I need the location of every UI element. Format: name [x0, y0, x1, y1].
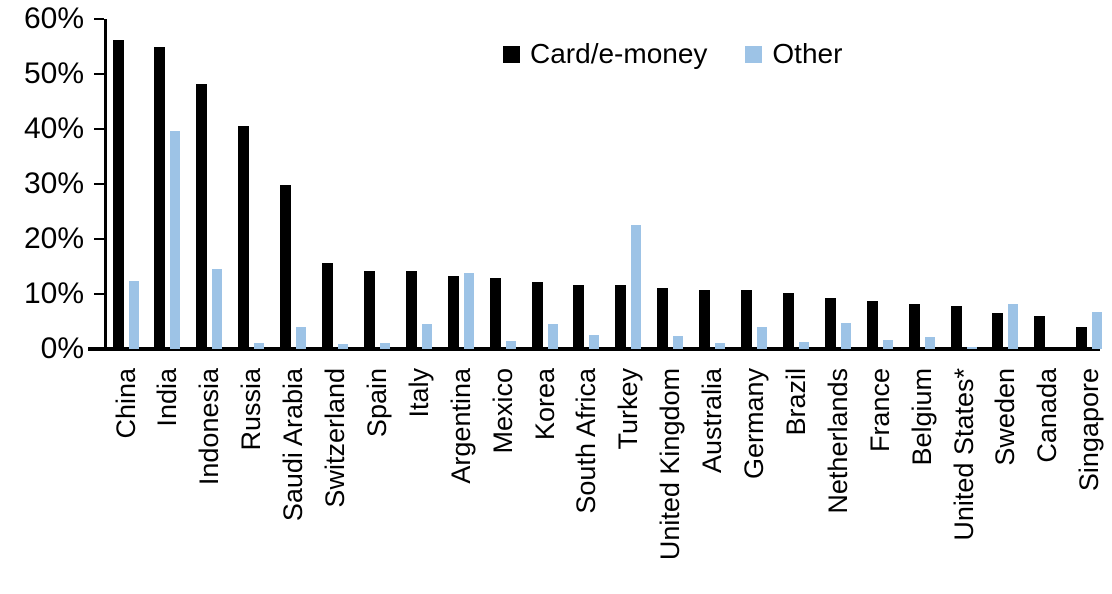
x-category-label-text: South Africa [571, 368, 602, 514]
bar-other-italy [421, 323, 432, 349]
y-tick-label: 60% [23, 2, 84, 35]
bar-other-south-africa [589, 334, 600, 349]
y-tick-mark [94, 237, 104, 241]
other-legend-swatch [745, 45, 763, 63]
bar-other-brazil [798, 342, 809, 349]
x-category-label-text: Belgium [906, 368, 937, 466]
legend-item-other: Other [745, 40, 842, 68]
chart-legend: Card/e-money Other [503, 40, 842, 68]
bar-card-emoney-canada [1034, 316, 1046, 349]
x-category-label-text: China [110, 368, 141, 439]
x-category-label-text: Canada [1032, 368, 1063, 463]
bar-card-emoney-united-kingdom [657, 287, 669, 349]
y-tick-mark [94, 347, 104, 351]
bar-card-emoney-indonesia [196, 83, 208, 349]
x-category-label-text: Turkey [613, 368, 644, 450]
bar-other-netherlands [840, 322, 851, 349]
bar-other-turkey [631, 224, 642, 349]
bar-card-emoney-south-africa [573, 284, 585, 349]
bar-other-china [128, 281, 139, 349]
bar-card-emoney-united-states [950, 305, 962, 349]
bar-card-emoney-korea [531, 281, 543, 349]
bar-card-emoney-india [154, 47, 166, 349]
y-tick-label: 20% [23, 222, 84, 255]
x-category-label-text: Mexico [487, 368, 518, 454]
bar-card-emoney-turkey [615, 285, 627, 349]
bar-card-emoney-france [866, 301, 878, 349]
y-tick-label: 40% [23, 112, 84, 145]
legend-item-card-emoney: Card/e-money [503, 40, 707, 68]
bar-card-emoney-saudi-arabia [280, 184, 292, 349]
x-category-label-text: Spain [361, 368, 392, 438]
x-category-label-text: Sweden [990, 368, 1021, 466]
bar-card-emoney-argentina [447, 275, 459, 349]
bar-card-emoney-russia [238, 125, 250, 349]
bar-other-spain [379, 342, 390, 349]
y-tick-label: 50% [23, 57, 84, 90]
y-axis-line [104, 19, 107, 351]
x-category-label-text: Korea [529, 368, 560, 441]
bar-other-singapore [1092, 311, 1103, 349]
bar-other-belgium [924, 337, 935, 349]
x-category-label-text: Indonesia [194, 368, 225, 486]
x-category-label-text: France [864, 368, 895, 453]
bar-other-argentina [463, 273, 474, 349]
x-category-label-text: Netherlands [822, 368, 853, 514]
bar-card-emoney-china [112, 39, 124, 349]
bar-card-emoney-australia [699, 289, 711, 349]
y-tick-mark [94, 72, 104, 76]
bar-card-emoney-switzerland [322, 263, 333, 349]
card-emoney-legend-swatch [503, 45, 520, 63]
x-category-label-text: Russia [236, 368, 267, 451]
bar-other-australia [715, 342, 726, 349]
bar-other-united-kingdom [673, 335, 684, 349]
bar-other-russia [254, 342, 265, 349]
bar-other-switzerland [338, 344, 348, 349]
y-tick-mark [94, 17, 104, 21]
bar-card-emoney-sweden [992, 312, 1004, 349]
x-category-label-text: United States* [948, 368, 979, 541]
bar-other-sweden [1008, 304, 1019, 349]
bar-card-emoney-brazil [782, 293, 794, 349]
x-category-label-text: Germany [739, 368, 769, 480]
y-tick-mark [94, 182, 104, 186]
bar-card-emoney-mexico [489, 278, 501, 349]
bar-card-emoney-belgium [908, 303, 920, 349]
x-category-label-text: United Kingdom [655, 368, 686, 561]
x-category-label-text: Switzerland [320, 368, 350, 508]
y-tick-label: 0% [40, 332, 84, 365]
x-category-label-text: Saudi Arabia [278, 368, 309, 522]
y-tick-label: 10% [23, 277, 84, 310]
card-emoney-legend-label: Card/e-money [530, 38, 708, 69]
bar-other-korea [547, 323, 558, 349]
x-category-label-text: Australia [697, 368, 728, 474]
bar-other-france [882, 340, 893, 349]
y-tick-label: 30% [23, 167, 84, 200]
x-category-label-text: India [152, 368, 183, 427]
bar-card-emoney-germany [741, 290, 752, 349]
bar-other-india [170, 130, 181, 349]
bar-other-mexico [505, 340, 516, 349]
bar-card-emoney-singapore [1076, 327, 1088, 349]
other-legend-label: Other [772, 38, 843, 69]
bar-card-emoney-netherlands [824, 298, 836, 349]
y-tick-mark [94, 127, 104, 131]
bar-other-germany [757, 327, 767, 349]
bar-other-saudi-arabia [296, 327, 307, 349]
bar-other-united-states [966, 346, 977, 349]
x-category-label-text: Singapore [1074, 368, 1105, 492]
bar-card-emoney-italy [405, 271, 417, 349]
bar-other-indonesia [212, 268, 223, 349]
x-category-label-text: Italy [403, 368, 434, 418]
y-tick-mark [94, 292, 104, 296]
x-category-label-text: Argentina [445, 368, 476, 484]
x-category-label-text: Brazil [780, 368, 811, 436]
bar-card-emoney-spain [363, 270, 375, 349]
